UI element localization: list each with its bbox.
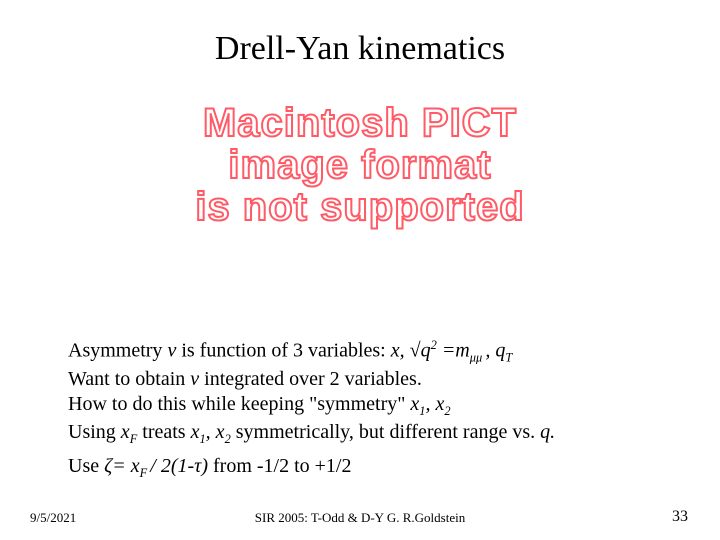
footer-center: SIR 2005: T-Odd & D-Y G. R.Goldstein [0,510,720,526]
text-run: is function of 3 variables: [176,340,390,362]
text-run: = x [112,455,139,477]
pict-line: Macintosh PICT [78,102,642,144]
text-run: T [505,351,512,365]
text-run: μμ [470,351,486,365]
text-run: , x [206,421,225,443]
text-run: ζ [104,455,112,477]
text-run: ) [201,455,208,477]
text-run: Want to obtain [68,368,190,390]
text-run: q. [540,421,555,443]
text-run: =m [437,340,470,362]
pict-line: is not supported [78,186,642,228]
body-line: Using xF treats x1, x2 symmetrically, bu… [68,420,678,448]
slide-title: Drell-Yan kinematics [0,30,720,68]
text-run: x [121,421,130,443]
body-line: Asymmetry ν is function of 3 variables: … [68,338,678,367]
text-run: F [140,466,151,480]
text-run: x, [391,340,410,362]
text-run: ν [190,368,204,390]
text-run: Asymmetry [68,340,167,362]
text-run: √ [410,340,421,362]
text-run: ν [167,340,176,362]
text-run: 2 [444,404,450,418]
body-line: Want to obtain ν integrated over 2 varia… [68,367,678,393]
pict-unsupported-block: Macintosh PICTimage formatis not support… [78,102,642,228]
text-run: from -1/2 to +1/2 [208,455,352,477]
body-line: How to do this while keeping "symmetry" … [68,392,678,420]
footer-page: 33 [672,508,688,526]
text-run: treats [137,421,190,443]
text-run: / 2(1- [150,455,194,477]
text-run: symmetrically, but different range vs. [231,421,540,443]
text-run: , x [426,393,445,415]
text-run: integrated over 2 variables. [204,368,422,390]
text-run: , q [485,340,505,362]
text-run: Using [68,421,121,443]
text-run: x [410,393,419,415]
slide-title-text: Drell-Yan kinematics [215,30,505,67]
body-line: Use ζ= xF / 2(1-τ) from -1/2 to +1/2 [68,454,678,482]
pict-line: image format [78,144,642,186]
text-run: How to do this while keeping "symmetry" [68,393,410,415]
text-run: Use [68,455,104,477]
body-text: Asymmetry ν is function of 3 variables: … [68,338,678,482]
text-run: q [421,340,431,362]
